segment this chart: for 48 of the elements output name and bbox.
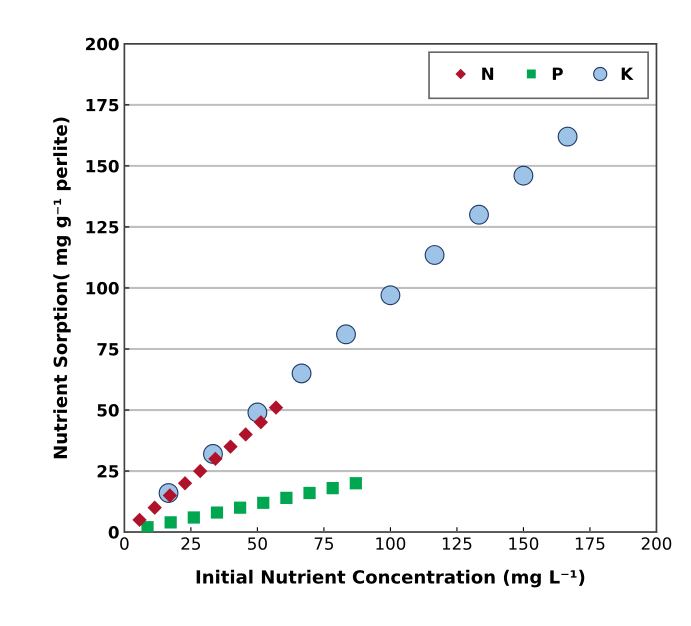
y-tick-label: 25 [98, 465, 118, 478]
point [132, 512, 146, 527]
point [188, 511, 200, 524]
legend-label: K [622, 68, 634, 80]
point [148, 500, 162, 515]
y-tick-label: 175 [86, 99, 118, 112]
x-tick-label: 175 [576, 537, 604, 550]
x-tick-label: 75 [314, 537, 334, 550]
legend-label: P [552, 68, 563, 80]
y-tick-label: 100 [86, 282, 119, 295]
point [234, 502, 246, 514]
point [469, 204, 489, 225]
y-tick-label: 150 [86, 160, 119, 172]
point [380, 285, 400, 306]
point [280, 492, 293, 504]
y-axis-title: Nutrient Sorption( mg g⁻¹ perlite) [53, 118, 71, 458]
point [292, 363, 312, 384]
point [336, 324, 356, 344]
x-axis-title: Initial Nutrient Concentration (mg L⁻¹) [196, 570, 584, 588]
point [269, 400, 283, 415]
legend-label: N [482, 68, 494, 80]
x-tick-label: 25 [182, 537, 200, 550]
point [326, 482, 339, 494]
y-tick-label: 50 [98, 404, 119, 417]
point [303, 486, 316, 500]
y-tick-label: 0 [108, 526, 119, 539]
y-tick-label: 200 [86, 38, 119, 50]
point [193, 464, 208, 478]
point [178, 476, 192, 490]
point [558, 126, 578, 147]
point [254, 415, 268, 430]
x-tick-label: 125 [442, 537, 472, 550]
x-tick-label: 200 [642, 537, 672, 550]
y-tick-label: 125 [86, 220, 118, 234]
x-tick-label: 150 [509, 537, 538, 550]
point [141, 521, 154, 532]
point [164, 516, 177, 528]
point [224, 440, 238, 454]
point [424, 245, 445, 265]
point [210, 506, 224, 519]
point [238, 428, 253, 442]
y-tick-label: 75 [97, 343, 118, 356]
point [257, 496, 270, 509]
x-tick-label: 0 [120, 537, 129, 550]
point [350, 477, 362, 490]
x-tick-label: 100 [376, 537, 406, 550]
x-tick-label: 50 [248, 537, 267, 550]
point [514, 166, 534, 186]
